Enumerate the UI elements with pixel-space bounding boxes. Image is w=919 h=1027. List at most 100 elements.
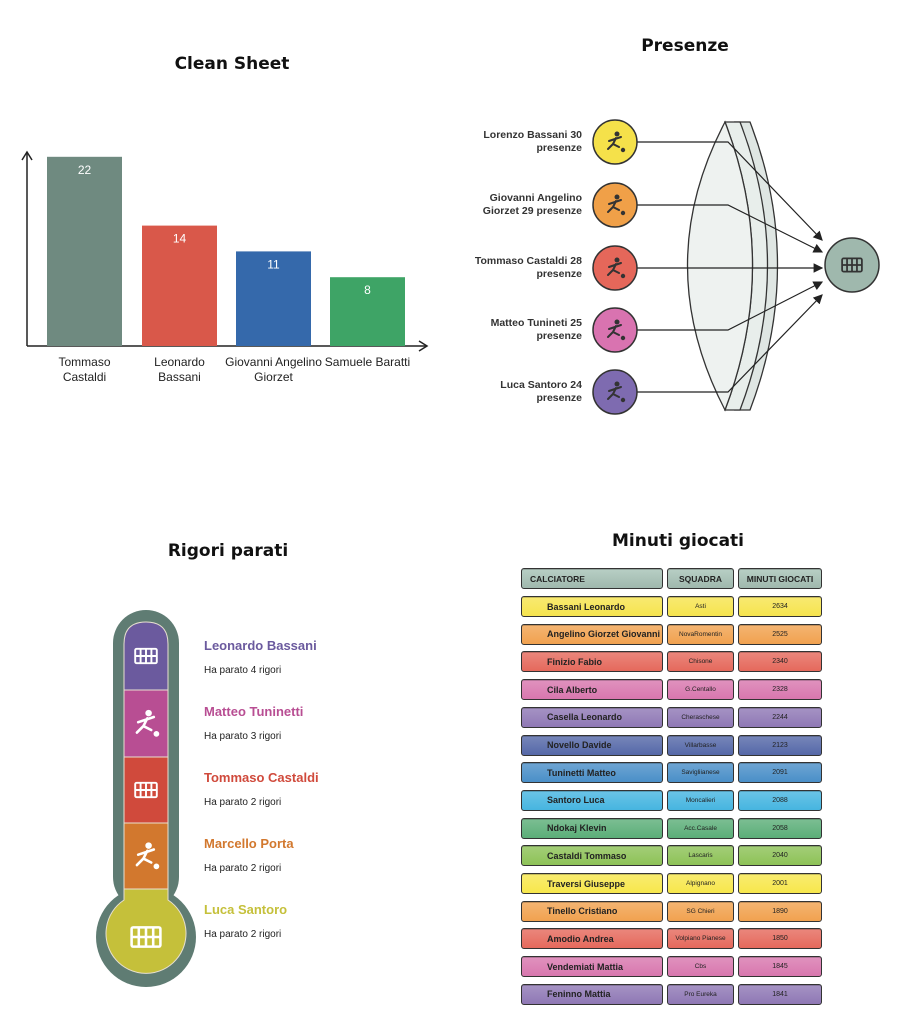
- rigori-title: Rigori parati: [167, 541, 289, 561]
- bar: [142, 225, 217, 346]
- rigori-description: Ha parato 4 rigori: [204, 665, 282, 676]
- player-circle: [592, 119, 638, 165]
- bar-value-label: 22: [78, 163, 92, 177]
- player-circle: [592, 307, 638, 353]
- player-kick-icon: [607, 381, 626, 403]
- bar: [47, 156, 122, 346]
- presenze-label: Giovanni Angelino Giorzet 29 presenze: [482, 192, 582, 217]
- bar-value-label: 14: [173, 232, 187, 246]
- table-cell: 2525: [738, 623, 822, 645]
- player-kick-icon: [607, 319, 626, 341]
- table-cell: Volpiano Pianese: [667, 928, 734, 950]
- category-label: Castaldi: [63, 370, 106, 384]
- table-cell: Vendemiati Mattia: [521, 956, 663, 978]
- thermometer-tube: [113, 610, 179, 910]
- goal-icon: [134, 647, 158, 665]
- thermometer-bulb-outline: [96, 887, 196, 987]
- table-cell: 1841: [738, 983, 822, 1005]
- table-cell: Santoro Luca: [521, 789, 663, 811]
- table-cell: Tinello Cristiano: [521, 900, 663, 922]
- bar: [330, 277, 405, 346]
- flow-arrow: [637, 294, 823, 393]
- table-cell: G.Centallo: [667, 679, 734, 701]
- minuti-title: Minuti giocati: [612, 531, 744, 551]
- table-cell: Chisone: [667, 651, 734, 673]
- presenze-label: Lorenzo Bassani 30 presenze: [483, 129, 582, 154]
- table-cell: Feninno Mattia: [521, 983, 663, 1005]
- table-header-cell: MINUTI GIOCATI: [738, 568, 822, 589]
- table-cell: 2001: [738, 873, 822, 894]
- table-cell: Tuninetti Matteo: [521, 762, 663, 784]
- rigori-player-name: Leonardo Bassani: [204, 638, 317, 653]
- flow-arrow: [637, 204, 824, 253]
- table-cell: 2058: [738, 817, 822, 839]
- table-cell: Novello Davide: [521, 734, 663, 756]
- player-kick-icon: [135, 842, 160, 870]
- rigori-description: Ha parato 3 rigori: [204, 731, 282, 742]
- table-cell: Pro Eureka: [667, 983, 734, 1005]
- table-cell: 1890: [738, 900, 822, 922]
- category-label: Samuele Baratti: [325, 355, 410, 369]
- table-cell: Cila Alberto: [521, 679, 663, 701]
- rigori-player-name: Tommaso Castaldi: [204, 770, 319, 785]
- player-kick-icon: [607, 194, 626, 216]
- table-cell: Alpignano: [667, 873, 734, 894]
- category-label: Tommaso: [58, 355, 110, 369]
- goal-icon: [841, 257, 863, 273]
- table-cell: 2244: [738, 706, 822, 728]
- table-cell: Savigliianese: [667, 762, 734, 784]
- table-header-cell: CALCIATORE: [521, 568, 663, 589]
- category-label: Bassani: [158, 370, 201, 384]
- player-circle: [592, 369, 638, 415]
- goal-icon: [134, 781, 158, 799]
- table-cell: 2634: [738, 596, 822, 617]
- presenze-label: Tommaso Castaldi 28 presenze: [474, 255, 582, 280]
- table-cell: Villarbasse: [667, 734, 734, 756]
- player-kick-icon: [607, 131, 626, 153]
- bar: [236, 251, 311, 346]
- table-cell: Cbs: [667, 956, 734, 978]
- table-cell: 2123: [738, 734, 822, 756]
- goal-icon: [130, 926, 162, 948]
- bar-value-label: 11: [267, 257, 280, 271]
- bar-value-label: 8: [364, 283, 371, 297]
- table-cell: Moncalieri: [667, 789, 734, 811]
- table-cell: Casella Leonardo: [521, 706, 663, 728]
- player-circle: [592, 182, 638, 228]
- rigori-description: Ha parato 2 rigori: [204, 797, 282, 808]
- table-cell: 2328: [738, 679, 822, 701]
- table-cell: 2091: [738, 762, 822, 784]
- table-header-cell: SQUADRA: [667, 568, 734, 589]
- table-cell: SG Chieri: [667, 900, 734, 922]
- player-kick-icon: [607, 257, 626, 279]
- axis-arrows: [21, 150, 429, 352]
- presenze-label: Matteo Tunineti 25 presenze: [490, 317, 582, 342]
- flow-arrow: [637, 281, 824, 331]
- rigori-player-name: Luca Santoro: [204, 902, 288, 917]
- table-cell: Ndokaj Klevin: [521, 817, 663, 839]
- rigori-description: Ha parato 2 rigori: [204, 929, 282, 940]
- rigori-player-name: Marcello Porta: [204, 836, 294, 851]
- category-label: Giorzet: [254, 370, 293, 384]
- table-cell: Asti: [667, 596, 734, 617]
- thermometer-segment: [123, 756, 169, 824]
- table-cell: 1845: [738, 956, 822, 978]
- table-cell: Castaldi Tommaso: [521, 845, 663, 867]
- presenze-title: Presenze: [641, 36, 729, 56]
- table-cell: Angelino Giorzet Giovanni: [521, 623, 663, 645]
- thermometer-segment: [123, 621, 169, 691]
- flow-arrow: [637, 141, 823, 241]
- table-cell: Cheraschese: [667, 706, 734, 728]
- table-cell: 2340: [738, 651, 822, 673]
- table-cell: NovaRomentin: [667, 623, 734, 645]
- table-cell: 1850: [738, 928, 822, 950]
- table-cell: Acc.Casale: [667, 817, 734, 839]
- player-circle: [592, 245, 638, 291]
- rigori-player-name: Matteo Tuninetti: [204, 704, 304, 719]
- player-kick-icon: [135, 709, 160, 737]
- lens-shape: [734, 121, 779, 411]
- clean-sheet-title: Clean Sheet: [174, 54, 290, 74]
- table-cell: Amodio Andrea: [521, 928, 663, 950]
- lens-layer: [724, 121, 769, 411]
